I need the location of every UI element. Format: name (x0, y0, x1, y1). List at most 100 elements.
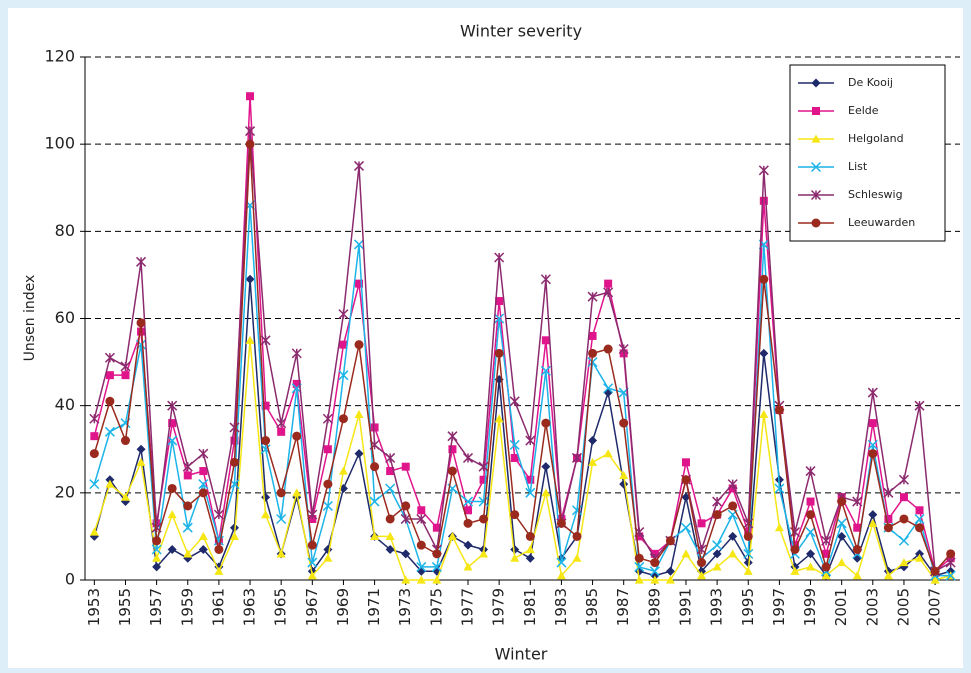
data-point (665, 566, 675, 576)
x-tick-label: 1963 (241, 588, 259, 626)
y-tick-label: 100 (44, 134, 75, 153)
data-point (292, 379, 301, 388)
data-point (401, 462, 410, 471)
data-point (945, 557, 956, 568)
data-point (479, 514, 489, 524)
data-point (510, 510, 520, 520)
data-point (370, 423, 379, 432)
legend-label: Leeuwarden (848, 216, 915, 229)
data-point (510, 553, 520, 562)
data-point (386, 467, 395, 476)
data-point (323, 479, 333, 489)
x-tick-label: 2007 (926, 588, 944, 626)
data-point (681, 475, 691, 485)
data-point (649, 566, 660, 577)
data-point (494, 313, 505, 324)
data-point (495, 297, 504, 306)
data-point (447, 466, 457, 476)
data-point (821, 562, 831, 572)
data-point (619, 470, 629, 479)
data-point (556, 557, 567, 568)
data-point (478, 461, 489, 472)
data-point (836, 518, 847, 529)
x-tick-label: 1967 (303, 588, 321, 626)
data-point (307, 571, 317, 580)
data-point (385, 544, 395, 554)
data-point (307, 557, 318, 568)
data-point (899, 514, 909, 524)
data-point (168, 419, 177, 428)
data-point (183, 471, 192, 480)
data-point (588, 436, 598, 446)
data-point (245, 335, 255, 344)
data-point (821, 535, 832, 546)
data-point (245, 126, 256, 137)
data-point (697, 558, 707, 568)
data-point (416, 575, 426, 584)
data-point (277, 427, 286, 436)
data-point (837, 558, 847, 567)
data-point (603, 449, 613, 458)
data-point (276, 488, 286, 498)
data-point (945, 570, 956, 581)
data-point (930, 575, 940, 584)
data-point (805, 466, 816, 477)
data-point (479, 549, 489, 558)
data-point (353, 239, 365, 250)
data-point (355, 279, 364, 288)
data-point (120, 436, 130, 446)
x-tick-label: 1975 (427, 588, 445, 626)
x-axis-label: Winter (495, 645, 548, 664)
data-point (759, 274, 769, 284)
data-point (182, 522, 193, 533)
data-point (385, 452, 396, 463)
data-point (822, 549, 831, 558)
data-point (883, 487, 894, 498)
data-point (370, 531, 380, 541)
data-point (230, 436, 239, 445)
data-point (541, 488, 551, 497)
data-point (712, 510, 722, 520)
data-point (416, 513, 427, 525)
data-point (509, 396, 520, 407)
data-point (417, 506, 426, 515)
data-point (852, 544, 862, 554)
data-point (758, 165, 769, 176)
data-point (603, 344, 613, 354)
data-point (89, 449, 99, 459)
data-point (151, 544, 162, 555)
data-point (292, 431, 302, 441)
data-point (136, 444, 146, 454)
data-point (914, 513, 925, 525)
x-tick-label: 1957 (147, 588, 165, 626)
data-point (587, 291, 598, 302)
data-point (774, 523, 784, 532)
data-point (167, 400, 178, 411)
data-point (338, 414, 348, 424)
data-point (447, 431, 458, 442)
x-tick-label: 1965 (272, 588, 290, 626)
data-point (167, 544, 177, 554)
data-point (494, 252, 505, 263)
data-point (152, 536, 162, 546)
data-point (432, 523, 441, 532)
data-point (245, 139, 255, 149)
data-point (198, 448, 209, 459)
data-point (541, 336, 550, 345)
data-point (650, 575, 660, 584)
data-point (229, 422, 240, 433)
data-point (728, 549, 738, 558)
data-point (915, 523, 925, 533)
x-tick-label: 1983 (552, 588, 570, 626)
data-point (385, 531, 395, 541)
x-tick-label: 1979 (490, 588, 508, 626)
data-point (322, 413, 333, 424)
data-point (104, 352, 115, 363)
y-tick-label: 120 (44, 47, 75, 66)
data-point (307, 509, 318, 520)
data-point (525, 531, 535, 541)
data-point (462, 496, 474, 507)
data-point (588, 457, 598, 466)
data-point (462, 452, 474, 463)
legend-marker (810, 161, 822, 173)
